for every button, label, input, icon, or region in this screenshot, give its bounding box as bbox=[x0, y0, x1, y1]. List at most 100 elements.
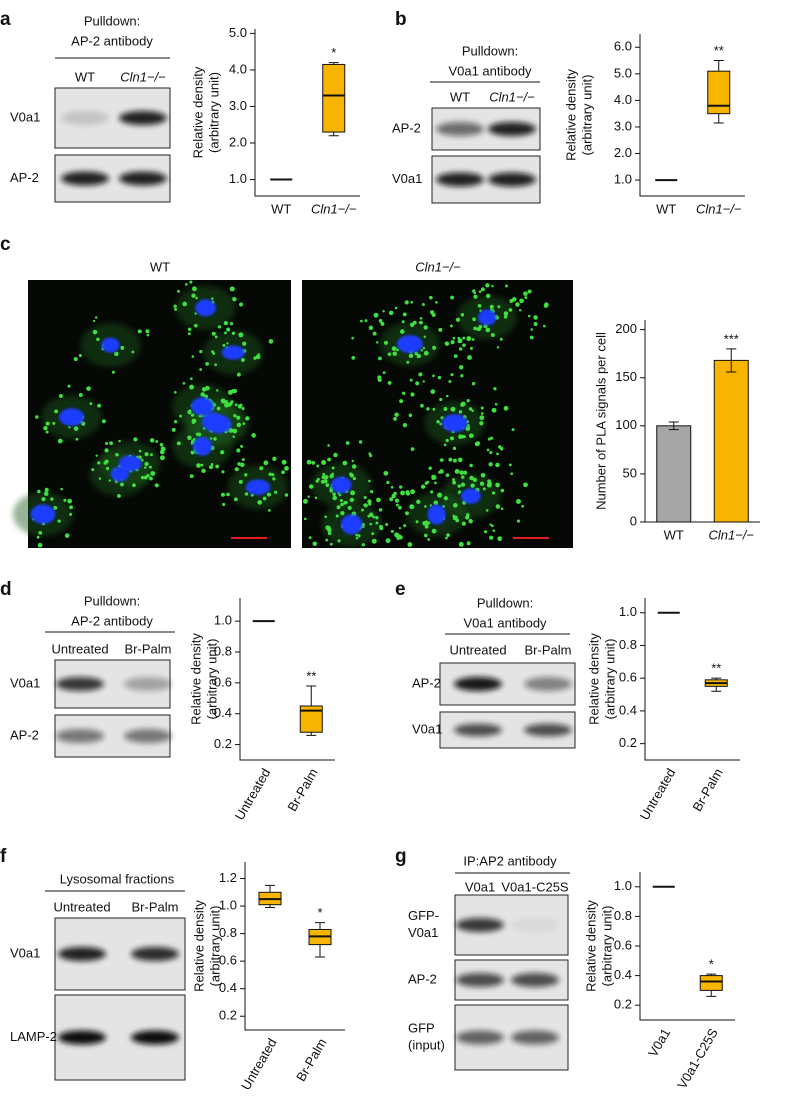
pla-dot bbox=[38, 530, 43, 535]
box bbox=[299, 705, 323, 733]
panel-letter: e bbox=[395, 579, 406, 600]
pla-dot bbox=[485, 293, 491, 299]
pla-dot bbox=[511, 428, 515, 432]
blot-band bbox=[456, 1030, 504, 1045]
y-tick-label: 1.0 bbox=[614, 172, 632, 187]
pla-dot bbox=[465, 426, 471, 431]
pla-dot bbox=[402, 312, 407, 317]
pla-dot bbox=[238, 302, 244, 307]
pla-dot bbox=[369, 490, 374, 494]
pla-dot bbox=[272, 456, 277, 461]
pla-dot bbox=[419, 320, 423, 325]
box bbox=[699, 975, 723, 991]
pla-dot bbox=[479, 421, 484, 426]
pla-dot bbox=[485, 327, 491, 333]
y-tick-label: 2.0 bbox=[614, 145, 632, 160]
pla-dot bbox=[503, 405, 509, 411]
pla-dot bbox=[415, 520, 419, 524]
pla-dot bbox=[316, 477, 320, 481]
pla-dot bbox=[468, 407, 473, 411]
y-tick-label: 5.0 bbox=[229, 25, 247, 40]
panel-letter: f bbox=[0, 846, 7, 867]
pla-dot bbox=[452, 336, 456, 340]
pla-dot bbox=[478, 290, 482, 293]
pla-dot bbox=[232, 428, 238, 434]
pla-dot bbox=[352, 476, 356, 481]
pla-dot bbox=[395, 503, 399, 507]
pla-dot bbox=[488, 462, 493, 467]
pla-dot bbox=[377, 375, 382, 380]
pla-dot bbox=[159, 442, 164, 447]
blot-band bbox=[124, 729, 172, 743]
pla-dot bbox=[477, 304, 482, 308]
blot-header: Pulldown: bbox=[84, 593, 140, 608]
axis bbox=[639, 34, 745, 197]
pla-dot bbox=[519, 298, 524, 304]
pla-dot bbox=[394, 412, 399, 417]
pla-dot bbox=[379, 524, 383, 529]
pla-dot bbox=[236, 415, 241, 420]
pla-dot bbox=[35, 415, 39, 419]
y-tick-label: 0.4 bbox=[214, 705, 232, 720]
pla-dot bbox=[468, 518, 473, 524]
pla-dot bbox=[482, 487, 486, 491]
pla-dot bbox=[415, 381, 420, 386]
pla-dot bbox=[234, 403, 238, 407]
blot-band bbox=[524, 723, 572, 737]
pla-dot bbox=[442, 505, 446, 508]
blot-band bbox=[131, 947, 179, 961]
pla-dot bbox=[460, 434, 465, 439]
pla-dot bbox=[67, 384, 71, 388]
pla-dot bbox=[475, 441, 481, 446]
pla-dot bbox=[454, 469, 460, 474]
whisker-lower bbox=[711, 686, 722, 692]
y-tick-label: 3.0 bbox=[614, 118, 632, 133]
y-axis-label: Relative density bbox=[191, 900, 206, 992]
blot-header: AP-2 antibody bbox=[71, 33, 153, 48]
pla-dot bbox=[485, 509, 489, 512]
blot-band bbox=[524, 677, 572, 691]
pla-dot bbox=[114, 351, 119, 357]
nucleus bbox=[441, 414, 468, 433]
pla-dot bbox=[268, 472, 272, 476]
row-label: AP-2 bbox=[392, 120, 421, 135]
pla-dot bbox=[190, 450, 195, 455]
pla-dot bbox=[385, 522, 389, 527]
y-tick-label: 100 bbox=[615, 417, 637, 432]
significance: * bbox=[317, 905, 322, 920]
pla-dot bbox=[257, 353, 260, 356]
pla-dot bbox=[191, 420, 195, 425]
pla-dot bbox=[332, 492, 336, 496]
pla-dot bbox=[187, 332, 191, 336]
blot-band bbox=[488, 172, 536, 187]
pla-dot bbox=[191, 286, 197, 292]
pla-dot bbox=[190, 377, 193, 381]
pla-dot bbox=[266, 492, 271, 497]
pla-dot bbox=[105, 466, 110, 471]
pla-dot bbox=[494, 402, 498, 406]
pla-dot bbox=[340, 502, 344, 507]
row-label: V0a1 bbox=[10, 945, 40, 960]
pla-dot bbox=[133, 437, 138, 442]
row-label: GFP bbox=[408, 1020, 435, 1035]
x-tick-label: Cln1−/− bbox=[696, 201, 742, 216]
axis bbox=[644, 598, 740, 761]
y-tick-label: 0.4 bbox=[619, 702, 637, 717]
box bbox=[322, 63, 346, 133]
blot-band bbox=[511, 973, 559, 987]
pla-dot bbox=[385, 538, 391, 544]
pla-dot bbox=[343, 501, 347, 505]
pla-dot bbox=[240, 462, 245, 468]
pla-dot bbox=[491, 407, 497, 413]
pla-dot bbox=[422, 520, 427, 526]
pla-dot bbox=[490, 524, 494, 528]
pla-dot bbox=[373, 312, 379, 318]
x-tick-label: Untreated bbox=[232, 766, 274, 823]
pla-dot bbox=[460, 312, 465, 317]
pla-dot bbox=[510, 472, 514, 476]
nucleus bbox=[195, 299, 216, 317]
pla-dot bbox=[369, 522, 373, 526]
x-tick-label: V0a1-C25S bbox=[674, 1025, 721, 1091]
pla-dot bbox=[398, 485, 403, 489]
pla-dot bbox=[455, 317, 461, 322]
